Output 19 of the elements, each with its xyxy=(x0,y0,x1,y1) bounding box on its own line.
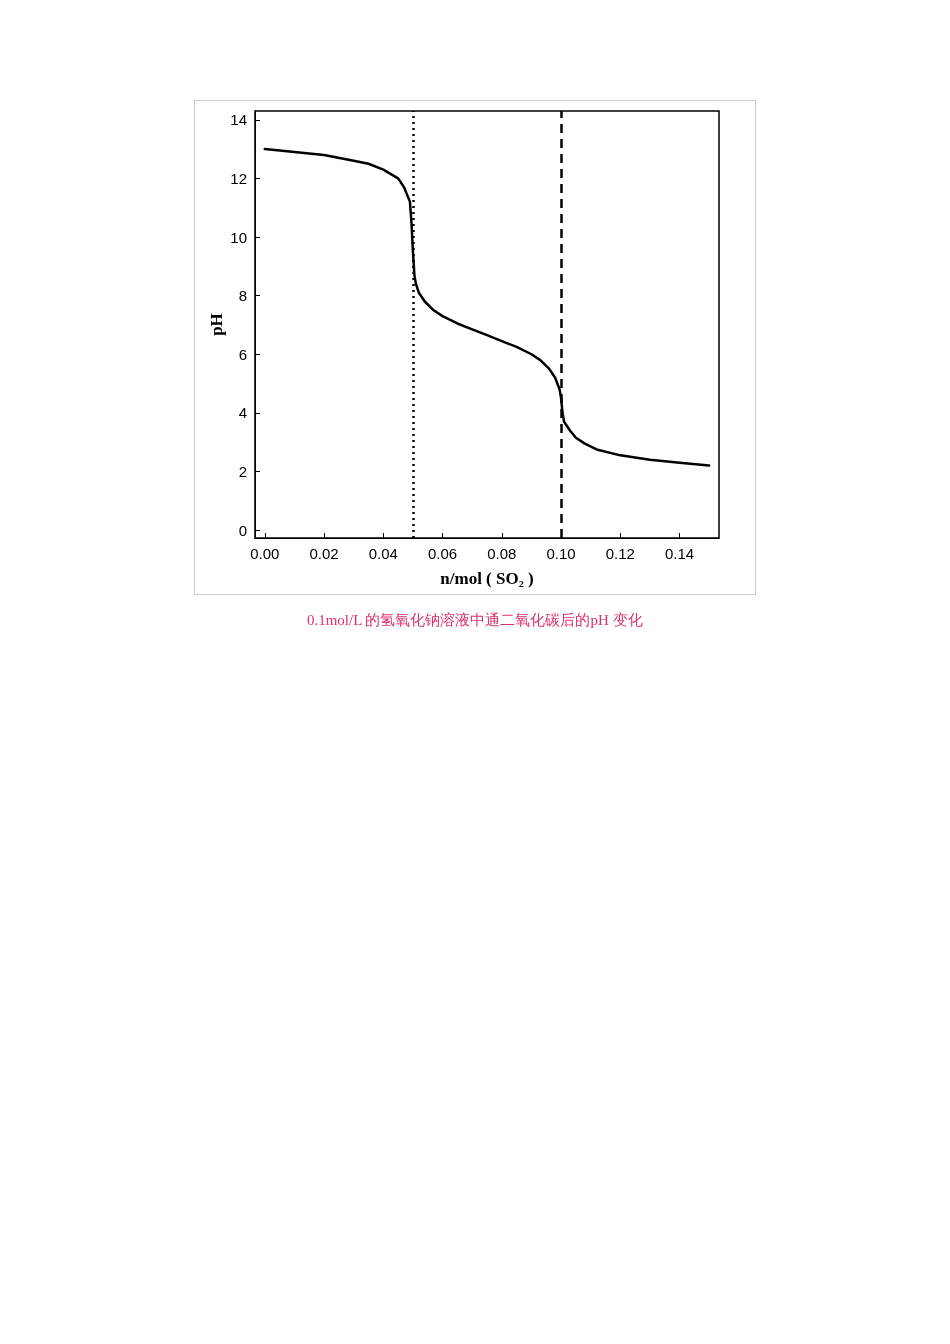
y-tick-label: 14 xyxy=(230,111,247,129)
y-tick-label: 4 xyxy=(238,404,247,422)
y-tick-label: 2 xyxy=(238,462,247,480)
x-tick-label: 0.12 xyxy=(605,545,635,562)
x-tick-label: 0.14 xyxy=(664,545,695,562)
text: 0.1mol/L 的氢氧化钠溶液中通二氧化碳后的pH 变化 xyxy=(306,611,643,628)
y-tick-label: 12 xyxy=(230,169,247,187)
x-tick-label: 0.02 xyxy=(309,545,339,562)
y-tick-label: 10 xyxy=(230,228,247,246)
x-tick-label: 0.10 xyxy=(546,545,576,562)
y-tick-label: 6 xyxy=(238,345,247,363)
x-tick-label: 0.08 xyxy=(487,545,517,562)
y-tick-label: 0 xyxy=(238,521,247,539)
x-tick-label: 0.00 xyxy=(250,545,280,562)
x-tick-label: 0.04 xyxy=(368,545,398,562)
y-tick-label: 8 xyxy=(238,287,247,305)
x-tick-label: 0.06 xyxy=(427,545,458,562)
y-axis-title: pH xyxy=(207,313,226,336)
x-axis-title: n/mol ( SO₂ ) xyxy=(440,569,534,588)
